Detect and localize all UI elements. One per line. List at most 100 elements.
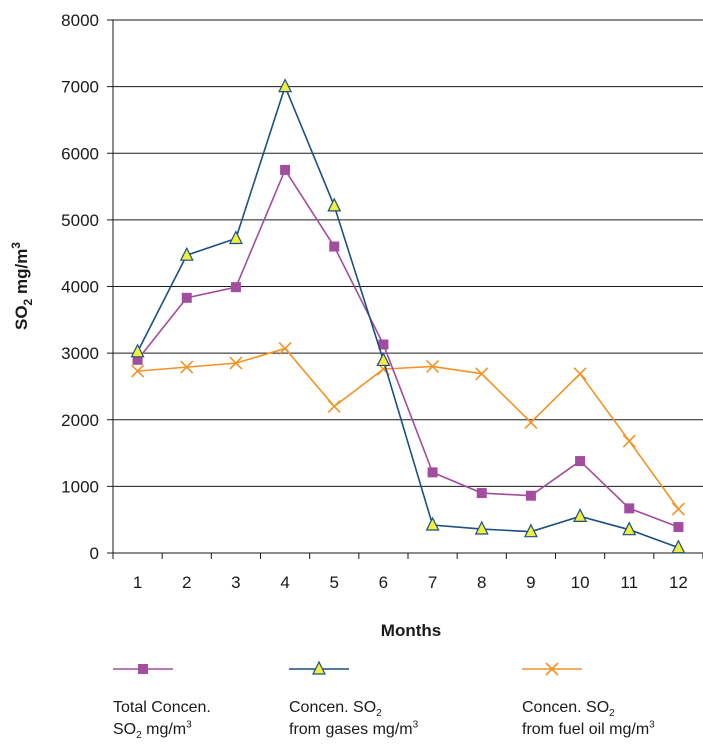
point-fuel-oil-8 xyxy=(475,367,489,381)
legend-label-fuel-oil: Concen. SO2 from fuel oil mg/m3 xyxy=(522,697,655,741)
x-axis-title: Months xyxy=(381,621,441,640)
legend-marker-fuel-oil xyxy=(545,662,559,676)
y-axis-title: SO2 mg/m3 xyxy=(9,242,35,330)
point-gases-8 xyxy=(474,520,489,535)
legend-total-sup: 3 xyxy=(186,719,192,731)
legend-gases-sup: 3 xyxy=(412,719,419,731)
legend-label-gases: Concen. SO2 from gases mg/m3 xyxy=(289,697,418,741)
legend-fuel-prefix: Concen. SO xyxy=(522,699,610,716)
series-layer xyxy=(130,78,686,554)
x-tick-label-7: 7 xyxy=(428,573,437,592)
series-line-gases xyxy=(136,84,679,549)
point-total-8 xyxy=(476,488,487,499)
legend-fuel-sub: 2 xyxy=(609,708,615,720)
legend-label-total: Total Concen. SO2 mg/m3 xyxy=(113,697,211,741)
legend-item-total: Total Concen. SO2 mg/m3 xyxy=(113,655,211,741)
legend-total-prefix: SO xyxy=(113,721,137,738)
x-tick-label-11: 11 xyxy=(620,573,638,592)
y-tick-label-8000: 8000 xyxy=(61,11,99,30)
x-tick-label-1: 1 xyxy=(133,573,142,592)
series-total xyxy=(132,164,684,533)
point-total-1 xyxy=(132,354,143,365)
legend-label-fuel-oil-line2: from fuel oil mg/m3 xyxy=(522,719,655,741)
legend-label-total-line2: SO2 mg/m3 xyxy=(113,719,211,741)
x-tick-labels: 1 2 3 4 5 6 7 8 9 10 11 12 xyxy=(133,573,688,592)
point-gases-9 xyxy=(523,523,538,538)
point-total-10 xyxy=(575,456,586,467)
point-total-11 xyxy=(624,503,635,514)
point-total-12 xyxy=(673,522,684,533)
series-gases xyxy=(130,78,686,554)
y-tick-label-5000: 5000 xyxy=(61,211,99,230)
x-tick-label-5: 5 xyxy=(330,573,339,592)
series-line-total xyxy=(136,168,679,528)
point-total-3 xyxy=(230,282,241,293)
y-tick-label-3000: 3000 xyxy=(61,344,99,363)
point-fuel-oil-7 xyxy=(426,359,440,374)
legend-total-sub: 2 xyxy=(136,730,142,742)
legend-fuel-sup: 3 xyxy=(649,719,655,731)
legend-total-mid: mg/m xyxy=(141,721,187,738)
legend-marker-total xyxy=(138,664,148,674)
legend-swatch-total xyxy=(113,664,173,674)
point-fuel-oil-9 xyxy=(524,415,538,429)
point-fuel-oil-1 xyxy=(131,364,145,378)
point-fuel-oil-12 xyxy=(671,502,685,516)
gridlines xyxy=(113,19,703,487)
series-line-fuel-oil xyxy=(137,347,680,510)
point-total-6 xyxy=(378,339,389,350)
y-tick-label-6000: 6000 xyxy=(61,144,99,163)
point-total-2 xyxy=(181,292,192,303)
point-gases-10 xyxy=(573,508,588,522)
legend-item-fuel-oil: Concen. SO2 from fuel oil mg/m3 xyxy=(522,655,655,738)
axes xyxy=(107,19,703,559)
x-tick-label-6: 6 xyxy=(379,573,388,592)
point-fuel-oil-5 xyxy=(327,399,341,413)
y-axis-title-subscript: 2 xyxy=(21,298,35,305)
point-gases-11 xyxy=(622,521,637,536)
legend-label-gases-line1: Concen. SO2 xyxy=(289,697,418,719)
series-fuel-oil xyxy=(131,341,685,516)
point-gases-4 xyxy=(278,78,293,93)
point-total-9 xyxy=(525,490,536,501)
legend-label-gases-line2: from gases mg/m3 xyxy=(289,719,418,741)
point-gases-1 xyxy=(130,343,145,358)
y-tick-label-7000: 7000 xyxy=(61,78,99,97)
x-tick-label-8: 8 xyxy=(477,573,486,592)
y-tick-label-2000: 2000 xyxy=(61,411,99,430)
point-fuel-oil-3 xyxy=(229,356,243,370)
point-fuel-oil-10 xyxy=(573,367,587,381)
x-tick-label-3: 3 xyxy=(231,573,240,592)
y-axis-title-superscript: 3 xyxy=(9,242,23,249)
point-gases-12 xyxy=(671,539,686,554)
point-gases-3 xyxy=(228,230,243,245)
legend-marker-gases xyxy=(312,660,326,675)
point-total-5 xyxy=(329,241,340,252)
point-gases-6 xyxy=(376,352,391,367)
legend-item-gases: Concen. SO2 from gases mg/m3 xyxy=(289,655,418,738)
legend: Total Concen. SO2 mg/m3 Concen. SO2 from… xyxy=(0,655,703,751)
point-total-4 xyxy=(280,164,291,175)
legend-swatch-gases xyxy=(289,660,349,675)
y-axis-title-prefix: SO xyxy=(12,305,31,330)
x-tick-label-4: 4 xyxy=(280,573,289,592)
y-tick-label-1000: 1000 xyxy=(61,477,99,496)
point-gases-5 xyxy=(327,197,342,212)
y-tick-label-4000: 4000 xyxy=(61,278,99,297)
point-fuel-oil-11 xyxy=(622,434,636,448)
point-total-7 xyxy=(427,467,438,478)
point-gases-2 xyxy=(179,246,194,261)
legend-gases-sub: 2 xyxy=(376,708,382,720)
legend-fuel-line2: from fuel oil mg/m xyxy=(522,721,650,738)
legend-swatch-fuel-oil xyxy=(522,662,582,676)
x-tick-label-10: 10 xyxy=(571,573,590,592)
y-tick-label-0: 0 xyxy=(90,544,99,563)
x-tick-label-12: 12 xyxy=(669,573,688,592)
y-axis-title-middle: mg/m xyxy=(12,249,31,299)
x-tick-label-2: 2 xyxy=(182,573,191,592)
legend-gases-line2: from gases mg/m xyxy=(289,721,413,738)
x-tick-label-9: 9 xyxy=(526,573,535,592)
point-gases-7 xyxy=(425,516,440,531)
point-fuel-oil-2 xyxy=(180,360,194,374)
